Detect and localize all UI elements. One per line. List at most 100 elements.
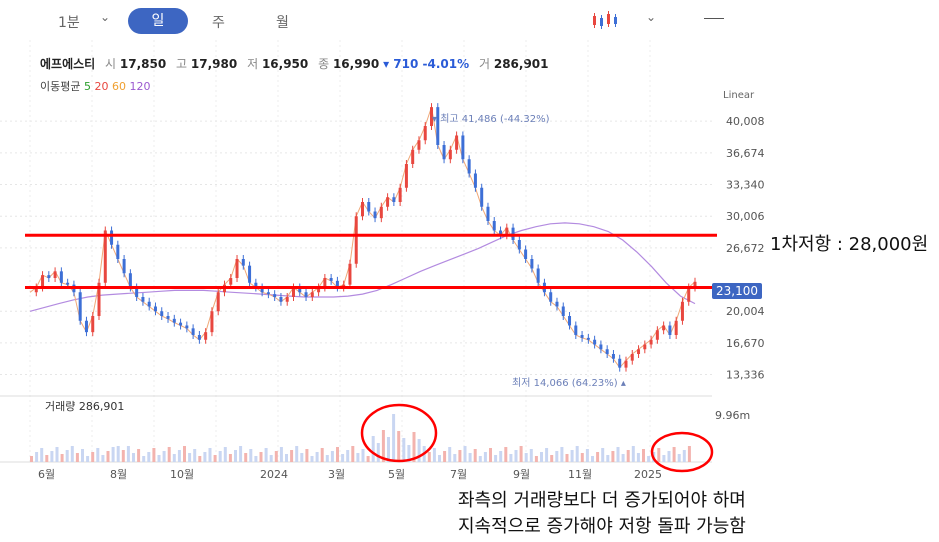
volume-bar (188, 453, 192, 462)
candle-body (335, 280, 339, 288)
volume-bar (40, 448, 44, 462)
volume-bar (111, 447, 115, 462)
volume-bar (519, 446, 523, 462)
volume-bar (453, 454, 457, 462)
volume-bar (631, 446, 635, 462)
candle-body (266, 292, 270, 295)
candle-body (59, 271, 63, 283)
candle-body (411, 149, 415, 164)
candle-body (492, 221, 496, 231)
menu-line-icon[interactable] (704, 18, 724, 19)
candle-body (555, 301, 559, 307)
candle-body (580, 335, 584, 338)
candlestick-icon[interactable] (590, 10, 620, 34)
volume-bar (152, 448, 156, 462)
candle-body (379, 206, 383, 219)
candle-body (361, 202, 364, 217)
volume-bar (91, 452, 95, 462)
candle-body (78, 292, 82, 321)
candle-body (248, 265, 252, 283)
y-tick-label: 30,006 (726, 210, 765, 223)
volume-value: 286,901 (493, 57, 549, 71)
volume-bar (591, 456, 594, 462)
ma20-line (29, 106, 696, 369)
volume-bar (259, 452, 263, 462)
candle-body (354, 216, 358, 264)
volume-bar (682, 450, 686, 462)
volume-bar (116, 446, 120, 462)
tab-month[interactable]: 월 (276, 15, 289, 31)
volume-bar (126, 446, 130, 462)
resistance-lines (25, 233, 717, 289)
candle-body (549, 292, 553, 302)
candle-body (618, 358, 622, 368)
volume-bar (642, 449, 645, 462)
volume-highlight-circle (650, 431, 714, 473)
candle-body (147, 301, 151, 307)
tab-week[interactable]: 주 (212, 15, 225, 31)
candle-body (448, 149, 452, 160)
tab-day[interactable]: 일 (128, 8, 188, 34)
candle-body (122, 259, 126, 274)
volume-bar (575, 446, 579, 462)
volume-bar (606, 455, 610, 462)
candle-body (593, 339, 597, 345)
volume-bar (499, 451, 503, 462)
volume-bar (672, 447, 676, 462)
volume-bar (458, 450, 462, 462)
low-price: 16,950 (261, 57, 309, 71)
candle-body (392, 197, 396, 202)
candle-body (649, 339, 653, 345)
candle-body (461, 135, 465, 160)
candle-body (260, 287, 264, 293)
volume-bar (132, 453, 135, 462)
interval-select[interactable]: 1분 (58, 15, 80, 31)
candle-body (304, 292, 308, 297)
current-price-badge: 23,100 (712, 283, 762, 299)
x-axis: 6월 8월 10월 2024 3월 5월 7월 9월 11월 2025 (38, 468, 662, 481)
volume-bar (412, 432, 416, 462)
candle-body (662, 325, 666, 331)
candle-body (524, 249, 528, 259)
chevron-down-icon[interactable]: ⌄ (646, 10, 657, 24)
low-marker: 최저 14,066 (64.23%) ▴ (512, 378, 626, 389)
volume-highlight-circle (360, 403, 438, 463)
candle-body (128, 273, 132, 288)
volume-bar (305, 449, 309, 462)
scale-label[interactable]: Linear (723, 90, 755, 101)
volume-bar (336, 447, 339, 462)
candle-body (273, 294, 277, 297)
stock-name: 에프에스티 (40, 57, 96, 71)
candle-body (172, 318, 176, 323)
candle-body (241, 259, 245, 266)
candle-body (166, 316, 170, 319)
volume-bar (244, 453, 248, 462)
volume-bar (269, 455, 273, 462)
volume-bar (315, 452, 319, 462)
volume-bar (137, 449, 141, 462)
candle-body (47, 275, 51, 278)
volume-bar (223, 447, 227, 462)
candle-body (160, 311, 164, 316)
y-tick-label: 13,336 (726, 369, 765, 382)
volume-bar (341, 454, 345, 462)
ma5-label: 5 (83, 80, 91, 93)
volume-bar (529, 449, 533, 462)
volume-bar (30, 456, 33, 462)
volume-bar (677, 454, 681, 462)
y-tick-label: 40,008 (726, 115, 765, 128)
volume-bar (70, 446, 74, 462)
volume-bar (325, 455, 329, 462)
volume-bar (157, 455, 161, 462)
volume-bar (616, 447, 620, 462)
chevron-down-icon[interactable]: ⌄ (100, 10, 111, 24)
volume-bar (565, 454, 569, 462)
volume-bar (264, 448, 268, 462)
volume-bar (427, 452, 431, 462)
candle-body (179, 322, 183, 326)
candle-body (317, 287, 321, 293)
volume-bar (402, 438, 406, 462)
high-marker: ▾ 최고 41,486 (-44.32%) (432, 114, 550, 125)
volume-bar (65, 450, 69, 462)
y-tick-label: 26,672 (726, 242, 765, 255)
